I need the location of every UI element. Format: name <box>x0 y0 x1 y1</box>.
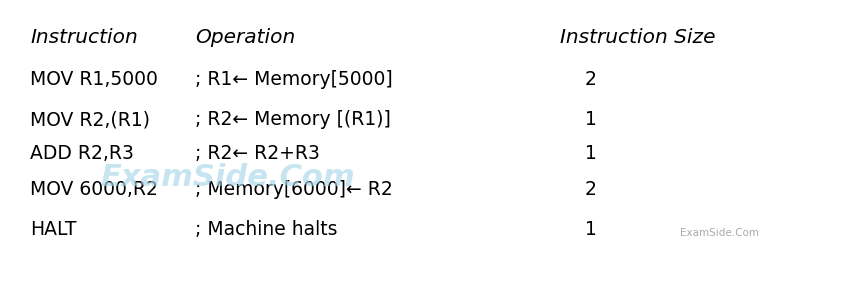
Text: 1: 1 <box>585 110 596 129</box>
Text: Operation: Operation <box>195 28 295 47</box>
Text: Instruction: Instruction <box>30 28 138 47</box>
Text: MOV R2,(R1): MOV R2,(R1) <box>30 110 150 129</box>
Text: 1: 1 <box>585 220 596 239</box>
Text: ADD R2,R3: ADD R2,R3 <box>30 144 133 163</box>
Text: ; R1← Memory[5000]: ; R1← Memory[5000] <box>195 70 393 89</box>
Text: 2: 2 <box>585 70 596 89</box>
Text: HALT: HALT <box>30 220 77 239</box>
Text: ExamSide.Com: ExamSide.Com <box>679 228 759 238</box>
Text: MOV 6000,R2: MOV 6000,R2 <box>30 180 158 199</box>
Text: ExamSide.Com: ExamSide.Com <box>100 164 354 192</box>
Text: ; Memory[6000]← R2: ; Memory[6000]← R2 <box>195 180 393 199</box>
Text: 2: 2 <box>585 180 596 199</box>
Text: ; R2← Memory [(R1)]: ; R2← Memory [(R1)] <box>195 110 390 129</box>
Text: MOV R1,5000: MOV R1,5000 <box>30 70 158 89</box>
Text: ; Machine halts: ; Machine halts <box>195 220 338 239</box>
Text: ; R2← R2+R3: ; R2← R2+R3 <box>195 144 319 163</box>
Text: Instruction Size: Instruction Size <box>560 28 715 47</box>
Text: 1: 1 <box>585 144 596 163</box>
